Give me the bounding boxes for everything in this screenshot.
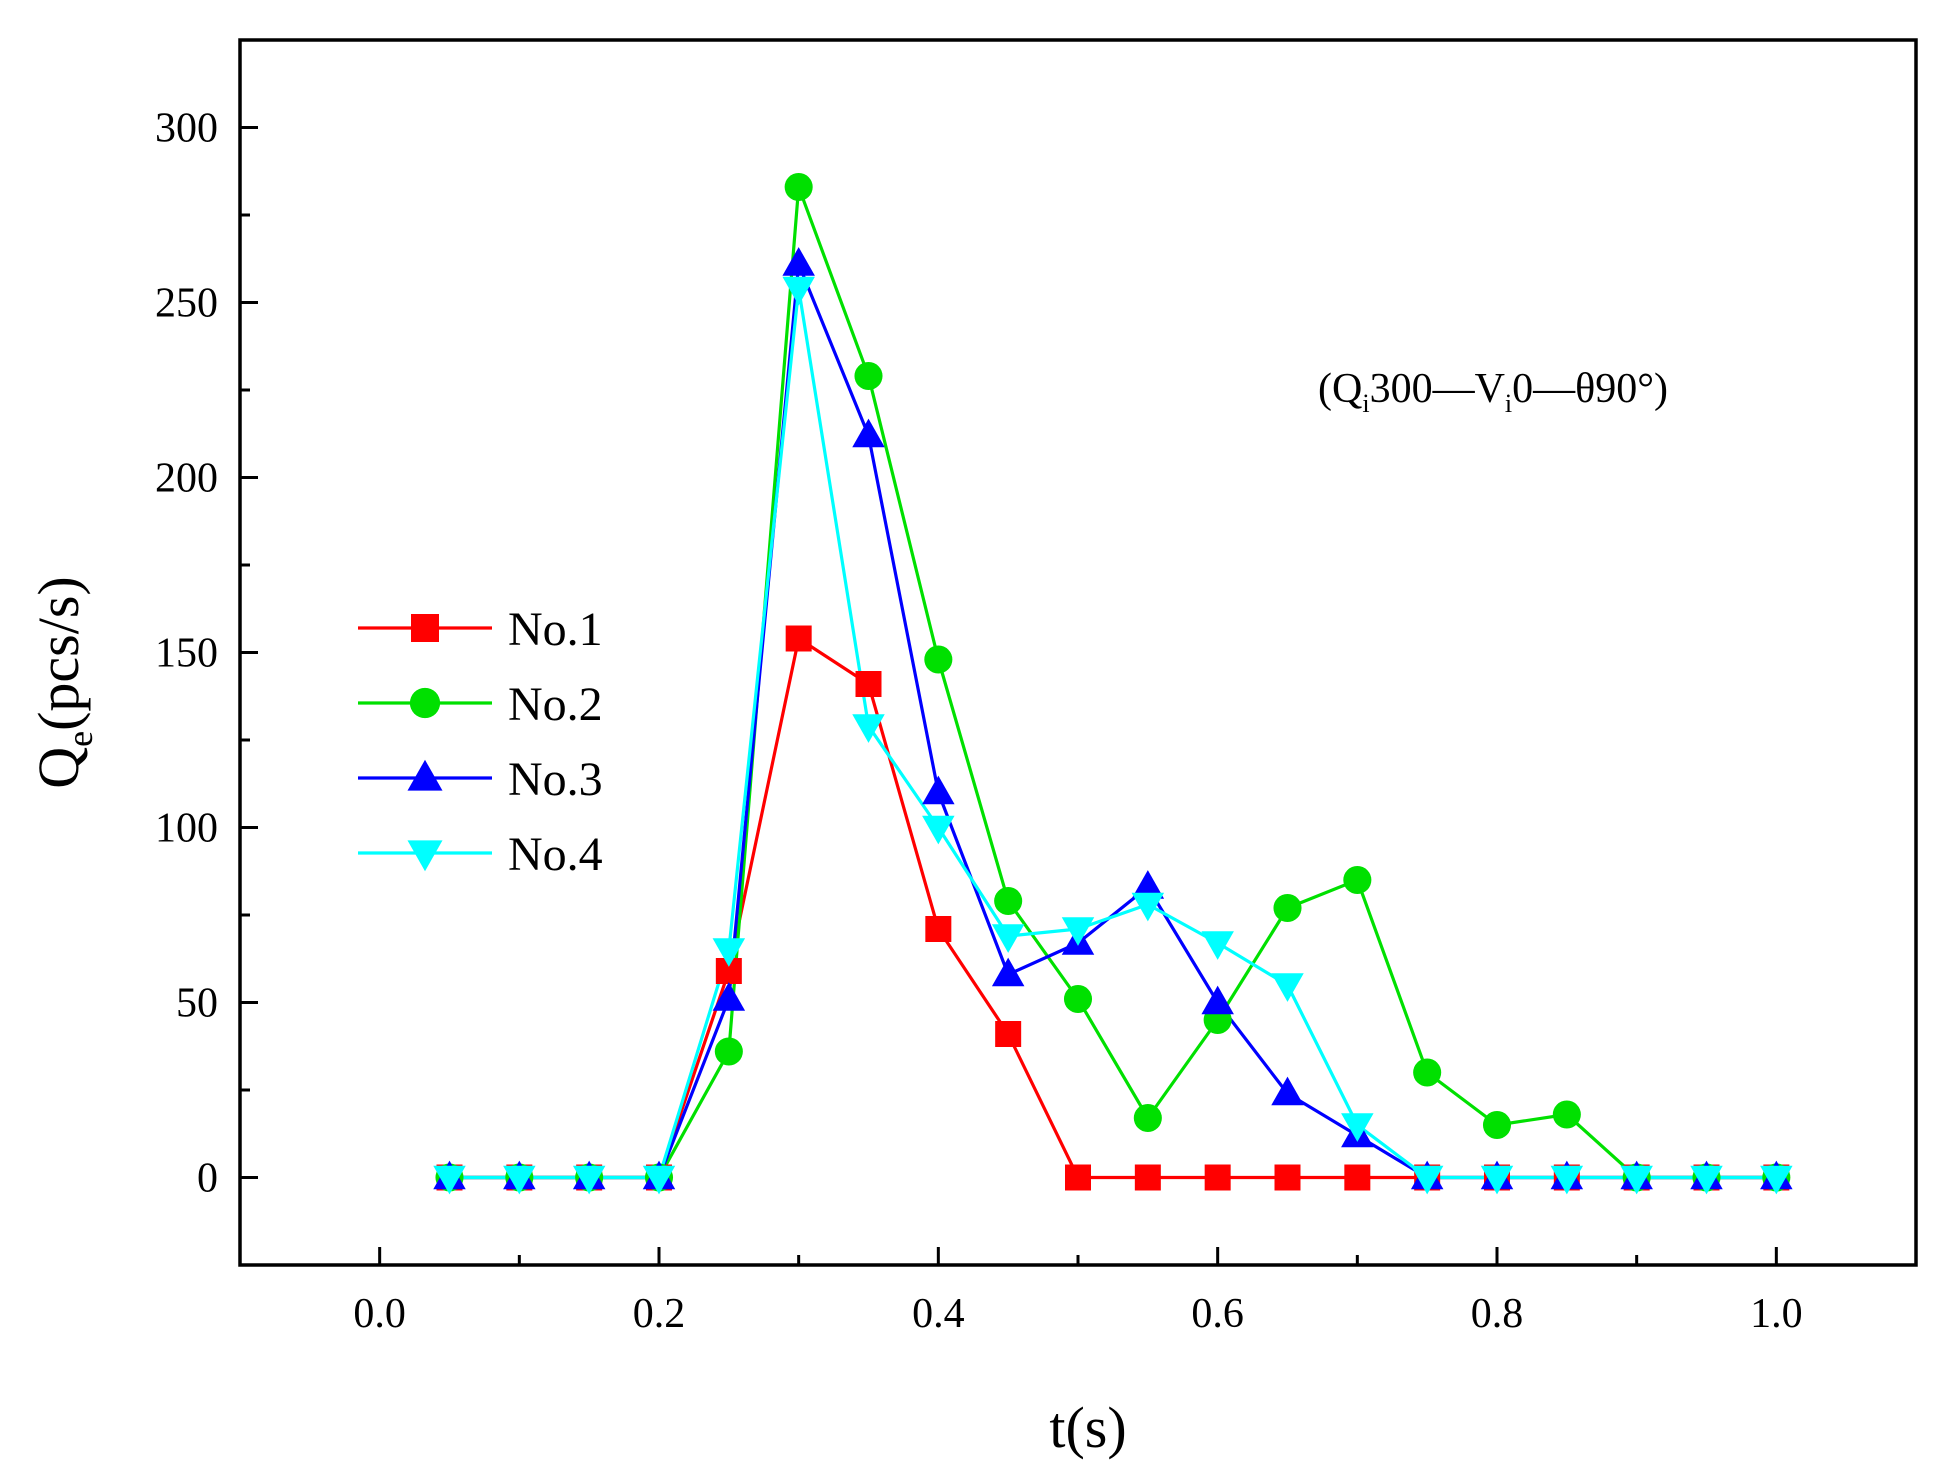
y-tick-label: 0 <box>197 1156 218 1202</box>
marker-circle <box>784 172 813 202</box>
marker-circle <box>1133 1103 1162 1133</box>
x-axis-title: t(s) <box>1049 1395 1126 1460</box>
marker-circle <box>1063 984 1093 1014</box>
marker-triangle-up <box>1271 1076 1304 1106</box>
marker-triangle-up <box>782 247 815 276</box>
x-tick-label: 0.6 <box>1191 1291 1244 1337</box>
marker-triangle-down <box>852 714 885 743</box>
x-tick-label: 0.8 <box>1471 1291 1524 1337</box>
marker-square <box>1134 1164 1161 1191</box>
legend-label: No.4 <box>508 828 603 881</box>
condition-annotation: (Qi300—Vi0—θ90°) <box>1318 366 1668 418</box>
marker-triangle-down <box>642 1165 676 1195</box>
marker-triangle-down <box>1341 1113 1374 1142</box>
legend: No.1 No.2 No.3 No.4 <box>358 603 603 881</box>
y-tick-label: 250 <box>155 281 218 327</box>
axis-tick-labels: 0.0 0.2 0.4 0.6 0.8 1.0 0 50 100 150 200 250 300 <box>155 106 1803 1338</box>
marker-triangle-up <box>1131 870 1165 899</box>
marker-square <box>1204 1164 1231 1191</box>
y-tick-label: 200 <box>155 456 218 502</box>
marker-triangle-down <box>572 1165 606 1195</box>
series-points-no4 <box>433 276 1793 1195</box>
marker-triangle-down <box>1690 1165 1723 1195</box>
marker-square <box>995 1021 1022 1047</box>
legend-item: No.1 <box>358 603 603 656</box>
axis-ticks <box>240 126 1778 1265</box>
marker-triangle-down <box>1061 917 1095 946</box>
legend-item: No.3 <box>358 753 603 806</box>
marker-circle <box>1552 1100 1581 1129</box>
marker-circle <box>854 361 883 391</box>
marker-circle <box>409 687 441 719</box>
marker-triangle-up <box>407 759 443 791</box>
marker-square <box>785 625 812 652</box>
y-axis-title-unit: (pcs/s) <box>26 576 91 731</box>
y-tick-label: 50 <box>176 981 218 1027</box>
marker-circle <box>1413 1058 1442 1087</box>
y-tick-label: 300 <box>155 106 218 152</box>
marker-square <box>1065 1164 1091 1191</box>
marker-triangle-down <box>1410 1165 1444 1195</box>
marker-triangle-down <box>433 1165 466 1195</box>
marker-triangle-up <box>1201 985 1234 1015</box>
marker-triangle-down <box>407 840 443 872</box>
legend-item: No.2 <box>358 678 603 731</box>
marker-circle <box>714 1037 743 1066</box>
marker-triangle-up <box>922 775 955 805</box>
marker-circle <box>1343 865 1372 895</box>
marker-triangle-down <box>712 938 746 967</box>
marker-triangle-down <box>991 924 1025 953</box>
annotation-part-3: 0—θ90°) <box>1512 366 1668 412</box>
marker-triangle-down <box>1620 1165 1653 1195</box>
x-tick-label: 0.2 <box>633 1291 686 1337</box>
x-tick-label: 1.0 <box>1750 1291 1803 1337</box>
marker-triangle-up <box>991 957 1025 987</box>
y-tick-label: 150 <box>155 631 218 677</box>
marker-circle <box>994 886 1023 916</box>
legend-label: No.2 <box>508 678 603 731</box>
marker-triangle-down <box>1131 892 1165 922</box>
annotation-part-1: (Q <box>1318 366 1362 412</box>
y-axis-title-subscript: e <box>60 731 100 747</box>
marker-square <box>1274 1164 1301 1191</box>
y-tick-label: 100 <box>155 806 218 852</box>
marker-triangle-up <box>712 982 746 1011</box>
annotation-subscript-2: i <box>1505 389 1512 418</box>
marker-triangle-down <box>1480 1165 1514 1195</box>
marker-circle <box>1273 893 1302 923</box>
x-tick-label: 0.0 <box>353 1291 406 1337</box>
legend-item: No.4 <box>358 828 603 881</box>
annotation-subscript-1: i <box>1362 389 1369 418</box>
marker-circle <box>1482 1110 1512 1140</box>
y-axis-title: Qe(pcs/s) <box>26 576 100 789</box>
y-axis-title-main: Q <box>26 747 91 789</box>
marker-square <box>855 671 882 697</box>
marker-triangle-down <box>1201 931 1234 960</box>
annotation-part-2: 300—V <box>1370 366 1505 412</box>
marker-triangle-down <box>1760 1165 1793 1195</box>
marker-triangle-down <box>503 1165 536 1195</box>
marker-circle <box>924 645 953 674</box>
x-tick-label: 0.4 <box>912 1291 965 1337</box>
marker-square <box>411 614 439 642</box>
marker-square <box>925 916 952 942</box>
marker-triangle-down <box>782 276 815 306</box>
legend-label: No.1 <box>508 603 603 656</box>
series-markers <box>433 172 1793 1195</box>
marker-triangle-down <box>1550 1165 1584 1195</box>
marker-triangle-down <box>922 815 955 845</box>
marker-square <box>1344 1164 1371 1191</box>
marker-triangle-up <box>852 418 885 448</box>
legend-label: No.3 <box>508 753 603 806</box>
marker-triangle-down <box>1271 973 1304 1002</box>
